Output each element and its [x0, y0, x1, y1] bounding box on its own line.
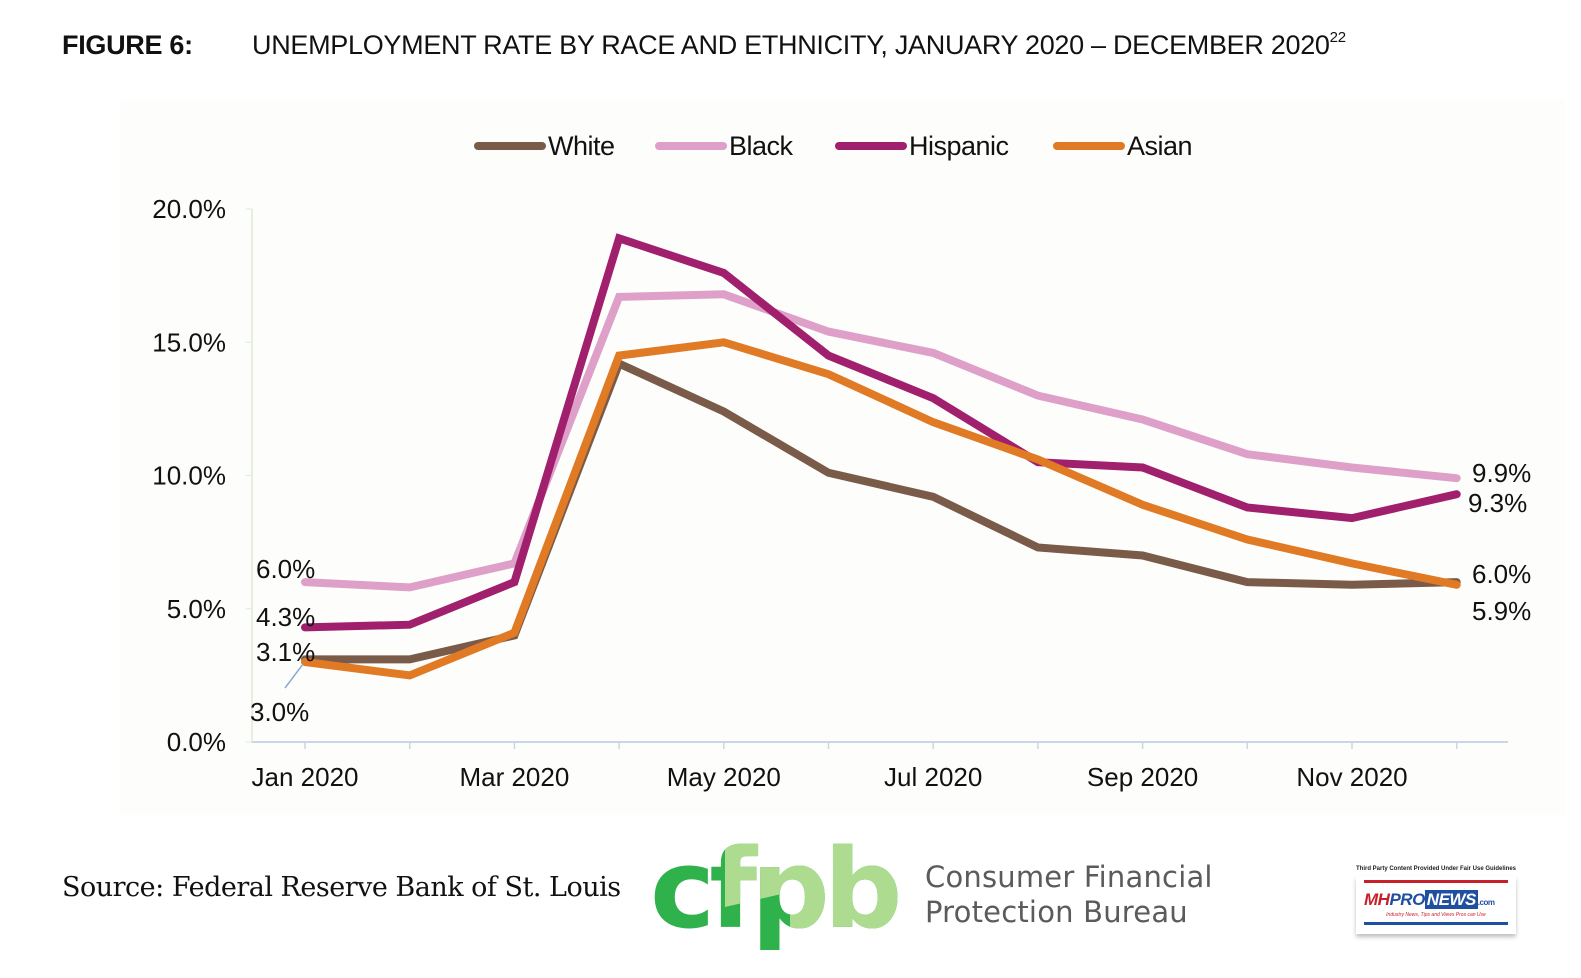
x-tick-label: Jan 2020: [252, 762, 359, 792]
watermark-red-rule: [1364, 880, 1508, 883]
logo-com: .com: [1477, 898, 1495, 907]
x-tick-label: Sep 2020: [1087, 762, 1198, 792]
figure-title: FIGURE 6: UNEMPLOYMENT RATE BY RACE AND E…: [62, 29, 1346, 61]
data-label-hispanic-start: 4.3%: [256, 602, 315, 632]
leader-line-asian: [284, 663, 304, 689]
x-tick-label: Mar 2020: [459, 762, 569, 792]
legend-label-white: White: [548, 131, 615, 161]
y-tick-label: 20.0%: [152, 194, 226, 224]
chart-area: 0.0% 5.0% 10.0% 15.0% 20.0% Jan 2020 Mar 2020 M…: [120, 100, 1565, 815]
unemployment-line-chart: 0.0% 5.0% 10.0% 15.0% 20.0% Jan 2020 Mar 2020 M…: [152, 131, 1531, 792]
legend-label-hispanic: Hispanic: [909, 131, 1009, 161]
data-label-black-start: 6.0%: [256, 554, 315, 584]
mhpronews-logo: MHPRO NEWS .com: [1364, 890, 1495, 910]
mhpronews-watermark: Third Party Content Provided Under Fair …: [1350, 866, 1522, 938]
watermark-card: MHPRO NEWS .com Industry News, Tips and Vi…: [1356, 876, 1516, 934]
data-label-white-start: 3.1%: [256, 637, 315, 667]
y-tick-label: 15.0%: [152, 327, 226, 357]
x-tick-label: May 2020: [667, 762, 781, 792]
watermark-tagline: Industry News, Tips and Views Pros can U…: [1386, 912, 1486, 918]
figure-title-text: UNEMPLOYMENT RATE BY RACE AND ETHNICITY,…: [252, 30, 1330, 60]
cfpb-name-line1: Consumer Financial: [925, 860, 1213, 894]
y-tick-label: 10.0%: [152, 461, 226, 491]
watermark-caption: Third Party Content Provided Under Fair …: [1355, 866, 1517, 872]
series-line-asian: [301, 338, 1461, 680]
legend-label-black: Black: [729, 131, 794, 161]
legend-label-asian: Asian: [1127, 131, 1192, 161]
y-tick-label: 5.0%: [167, 594, 226, 624]
data-label-black-end: 9.9%: [1472, 458, 1531, 488]
cfpb-name: Consumer Financial Protection Bureau: [925, 860, 1213, 930]
cfpb-name-line2: Protection Bureau: [925, 895, 1188, 929]
series-line-hispanic: [301, 233, 1461, 632]
figure-number: FIGURE 6:: [62, 30, 193, 60]
x-tick-label: Jul 2020: [884, 762, 982, 792]
data-label-asian-start: 3.0%: [250, 697, 309, 727]
logo-pro: PRO: [1389, 890, 1425, 909]
source-note: Source: Federal Reserve Bank of St. Loui…: [62, 872, 621, 903]
logo-mh: MH: [1364, 890, 1390, 909]
data-label-white-end: 6.0%: [1472, 559, 1531, 589]
series-line-black: [301, 290, 1461, 592]
data-label-hispanic-end: 9.3%: [1468, 488, 1527, 518]
x-tick-label: Nov 2020: [1296, 762, 1407, 792]
cfpb-logo-text: cfpb: [650, 832, 898, 953]
data-label-asian-end: 5.9%: [1472, 596, 1531, 626]
logo-news: NEWS: [1424, 890, 1478, 909]
cfpb-logo-icon: cfpb cfpb: [650, 832, 900, 953]
watermark-blue-rule: [1364, 922, 1508, 925]
footnote-ref: 22: [1329, 29, 1346, 46]
y-tick-label: 0.0%: [167, 727, 226, 757]
